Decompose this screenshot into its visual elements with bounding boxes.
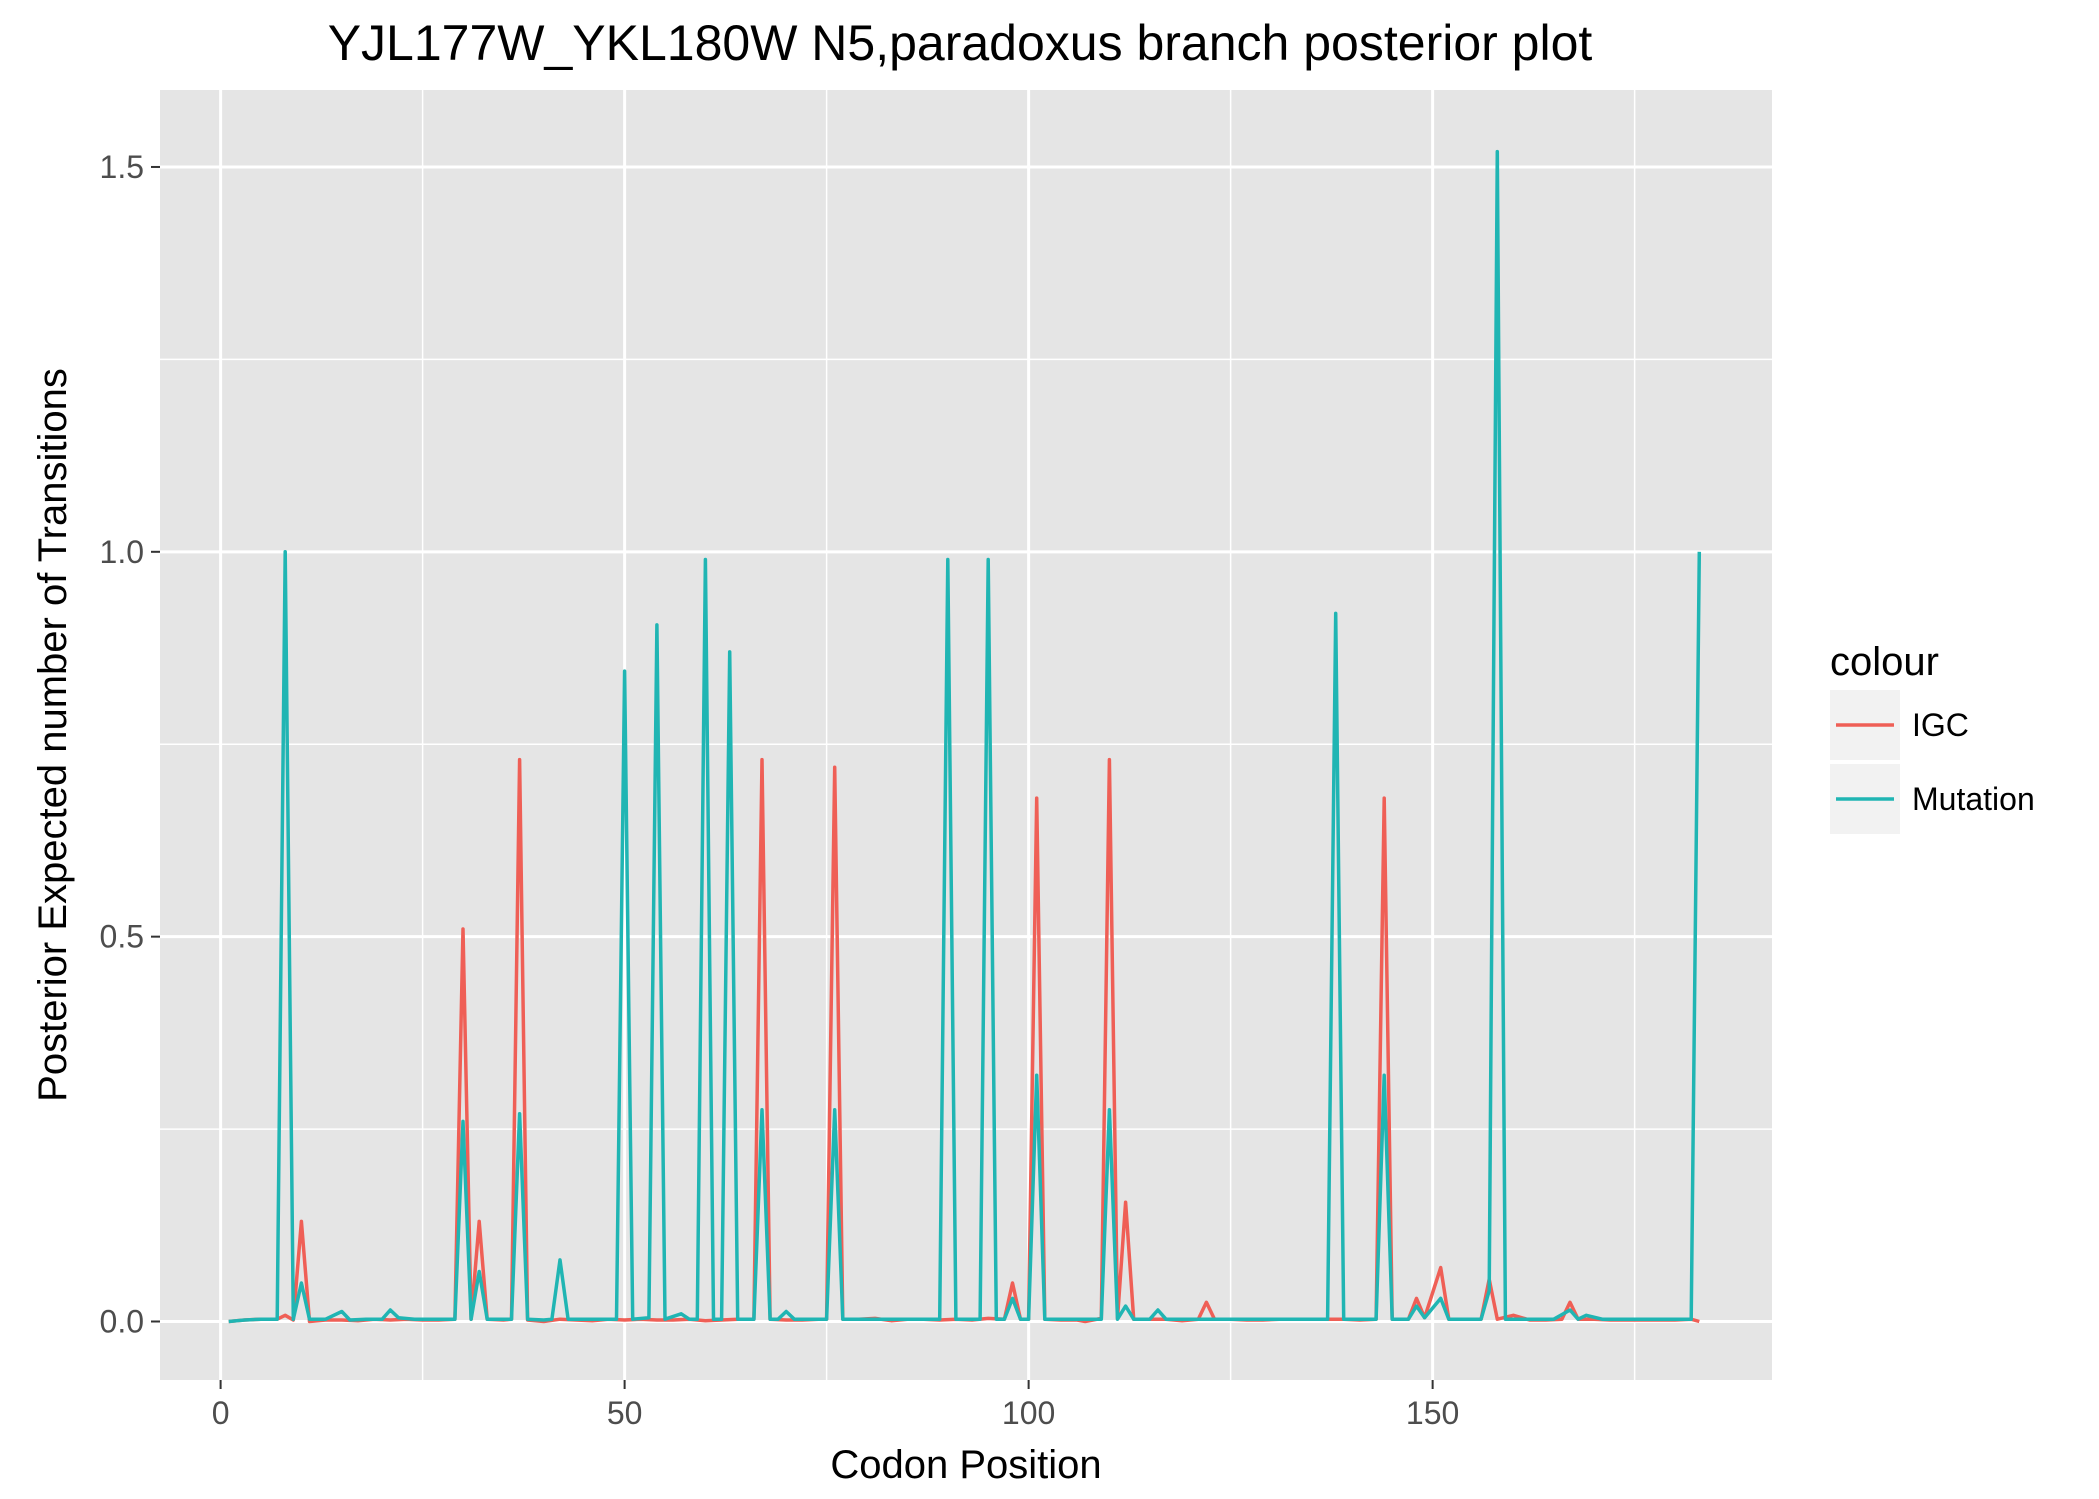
legend-label: Mutation: [1912, 781, 2035, 817]
legend-item-igc: IGC: [1830, 690, 1969, 760]
y-tick-label: 1.5: [100, 149, 144, 185]
x-tick-label: 150: [1406, 1395, 1459, 1431]
plot-panel: [160, 90, 1772, 1380]
legend-items: IGC Mutation: [1830, 690, 2035, 834]
y-tick-label: 1.0: [100, 534, 144, 570]
x-axis-title: Codon Position: [830, 1443, 1101, 1487]
series-lines: [228, 149, 1702, 1324]
series-line-mutation: [228, 149, 1702, 1324]
axes: 0 50 100 150 0.0 0.5 1.0 1.5: [100, 149, 1460, 1431]
legend-label: IGC: [1912, 707, 1969, 743]
series-line-igc: [228, 757, 1700, 1324]
chart-title: YJL177W_YKL180W N5,paradoxus branch post…: [328, 15, 1593, 71]
y-axis-title: Posterior Expected number of Transitions: [31, 368, 75, 1102]
legend-item-mutation: Mutation: [1830, 764, 2035, 834]
y-tick-label: 0.0: [100, 1304, 144, 1340]
x-tick-label: 50: [607, 1395, 643, 1431]
x-tick-label: 0: [212, 1395, 230, 1431]
legend-title: colour: [1830, 640, 1939, 684]
x-tick-label: 100: [1002, 1395, 1055, 1431]
legend: colour IGC Mutation: [1830, 640, 2035, 834]
y-tick-label: 0.5: [100, 919, 144, 955]
